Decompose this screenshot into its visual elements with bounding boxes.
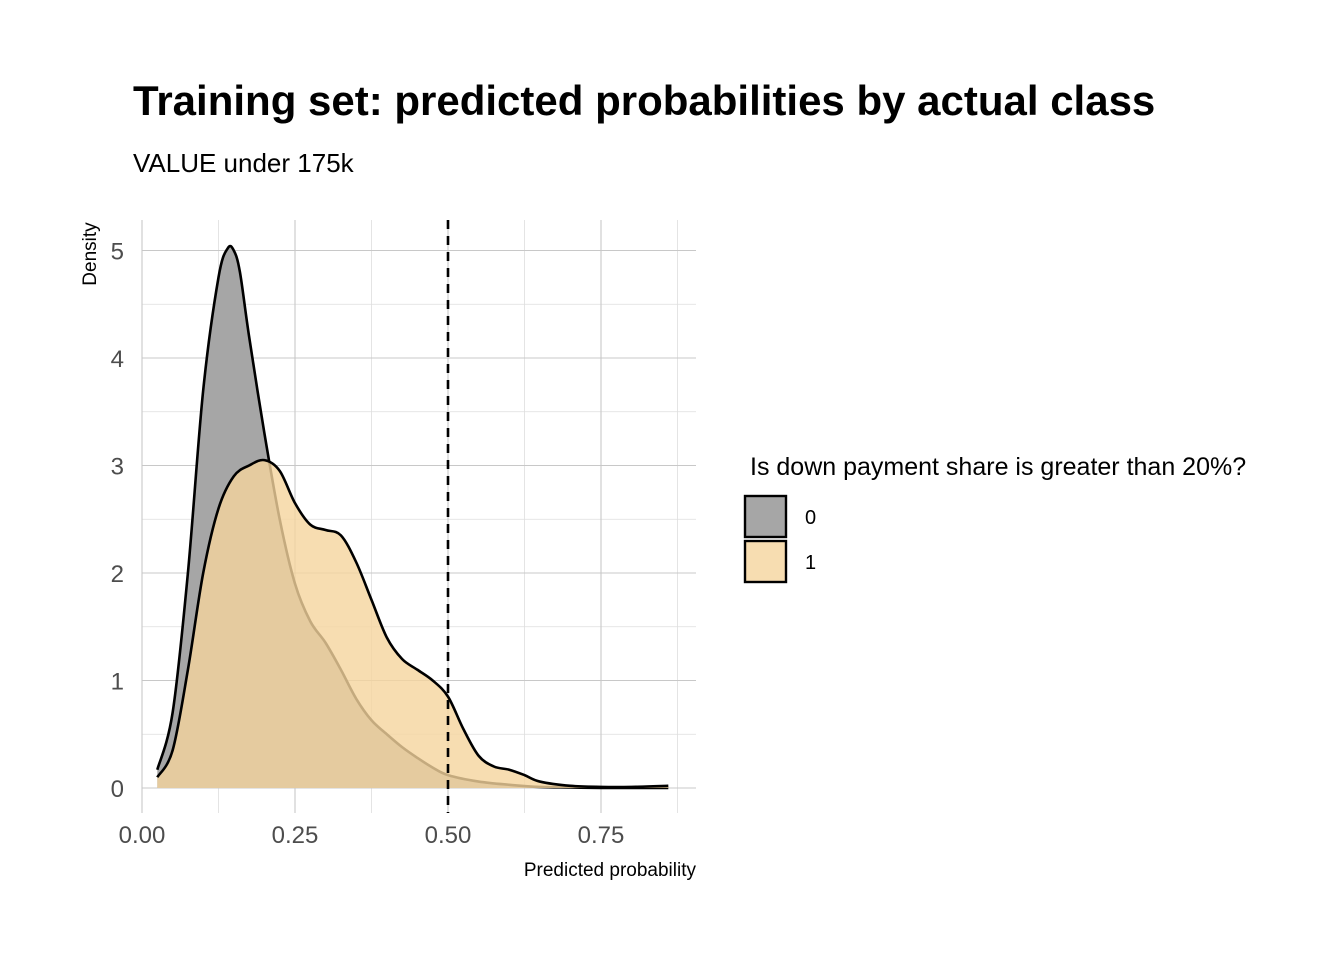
- density-line-1: [156, 458, 669, 789]
- x-tick-label: 0.50: [425, 822, 472, 849]
- y-tick-label: 3: [111, 454, 124, 481]
- y-tick-label: 1: [111, 669, 124, 696]
- density-areas: [156, 244, 669, 790]
- x-axis-label: Predicted probability: [524, 860, 697, 881]
- legend-label-1: 1: [805, 552, 816, 574]
- x-axis-ticks: 0.00 0.25 0.50 0.75: [119, 822, 625, 849]
- legend-title: Is down payment share is greater than 20…: [750, 453, 1246, 481]
- y-axis-label: Density: [80, 222, 101, 286]
- y-axis-ticks: 0 1 2 3 4 5: [111, 239, 124, 804]
- y-tick-label: 0: [111, 776, 124, 803]
- x-tick-label: 0.25: [272, 822, 319, 849]
- x-tick-label: 0.75: [578, 822, 625, 849]
- x-tick-label: 0.00: [119, 822, 166, 849]
- legend-label-0: 0: [805, 507, 816, 529]
- y-tick-label: 4: [111, 346, 124, 373]
- chart-title: Training set: predicted probabilities by…: [133, 77, 1155, 124]
- density-area-1: [157, 459, 669, 788]
- legend: Is down payment share is greater than 20…: [743, 453, 1246, 584]
- chart-subtitle: VALUE under 175k: [133, 148, 355, 178]
- legend-key-0: [743, 494, 788, 539]
- y-tick-label: 2: [111, 561, 124, 588]
- legend-key-1: [743, 539, 788, 584]
- y-tick-label: 5: [111, 239, 124, 266]
